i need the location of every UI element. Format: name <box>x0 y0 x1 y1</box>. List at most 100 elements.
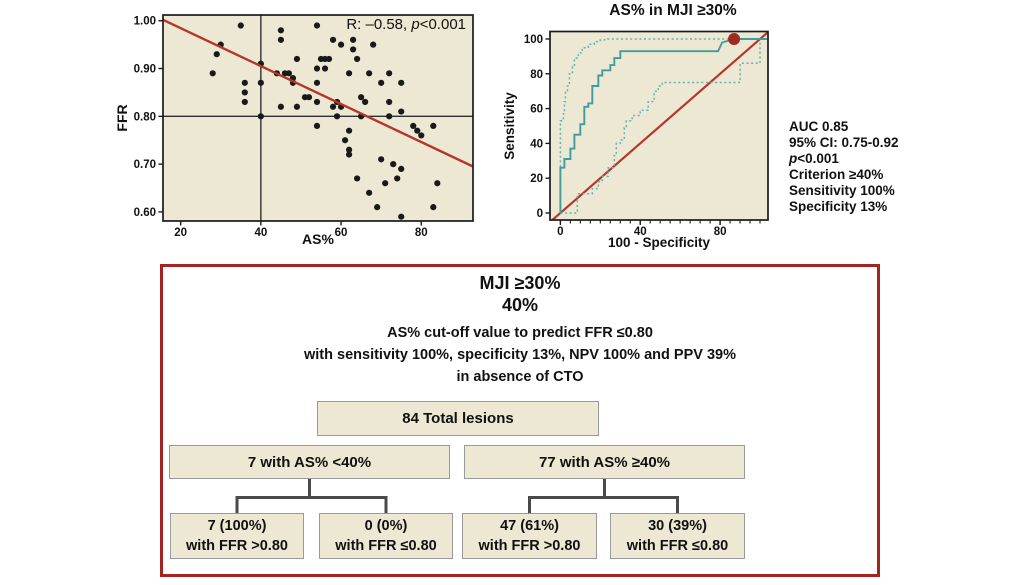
series-upper-95-ci <box>559 38 767 213</box>
series-chance-line <box>551 31 769 221</box>
data-point <box>285 70 293 77</box>
plot-frame <box>549 30 769 221</box>
y-tick-label: 0 <box>537 208 543 220</box>
y-tick-label: 80 <box>530 69 543 81</box>
data-point <box>345 70 353 77</box>
y-tick-label: 20 <box>530 173 543 185</box>
data-point <box>313 122 321 129</box>
data-point <box>410 122 417 129</box>
x-tick-label: 80 <box>415 227 428 239</box>
data-point <box>209 70 216 77</box>
roc-title: AS% in MJI ≥30% <box>609 2 737 19</box>
data-point <box>341 137 349 144</box>
data-point <box>430 204 437 211</box>
data-point <box>414 127 421 134</box>
data-point <box>386 70 393 77</box>
roc-annot-auc: AUC 0.85 <box>789 119 849 134</box>
y-tick-label: 0.90 <box>134 64 156 76</box>
scatter-y-axis-label: FFR <box>114 104 130 131</box>
data-point <box>354 55 361 63</box>
data-point <box>313 98 321 106</box>
scatter-x-axis-label: AS% <box>302 231 334 247</box>
data-point <box>257 79 264 86</box>
x-tick-label: 40 <box>634 226 647 238</box>
data-point <box>418 132 425 139</box>
data-point <box>398 213 405 220</box>
flow-connector-right <box>528 479 679 514</box>
data-point <box>321 65 329 72</box>
annotation-prefix: R: –0.58, <box>346 16 411 33</box>
y-tick-label: 0.60 <box>134 207 156 219</box>
data-point <box>345 146 353 153</box>
data-point <box>430 122 437 129</box>
series-lower-95-ci <box>560 39 761 214</box>
data-point <box>293 103 301 110</box>
x-tick-label: 80 <box>714 226 727 238</box>
x-tick-label: 0 <box>557 226 563 238</box>
scatter-plot-area <box>163 15 473 221</box>
data-point <box>370 41 377 48</box>
data-point <box>378 156 385 163</box>
data-point <box>257 113 264 120</box>
roc-annot-p-rest: <0.001 <box>797 151 839 166</box>
data-point <box>398 108 405 115</box>
data-point <box>241 89 248 96</box>
data-point <box>366 70 373 77</box>
data-point <box>394 175 401 182</box>
ffr-scatter-plot: 20 40 60 80 0.60 0.70 0.80 0.90 1.00 <box>134 14 474 239</box>
annotation-p: p <box>410 16 419 33</box>
series-roc-curve <box>559 38 767 213</box>
x-tick-label: 40 <box>254 227 267 239</box>
data-point <box>329 36 337 43</box>
y-tick-label: 1.00 <box>134 16 156 28</box>
data-point <box>345 127 353 134</box>
data-point <box>313 79 321 86</box>
annotation-pvalue: <0.001 <box>420 16 466 33</box>
y-tick-label: 100 <box>524 34 543 46</box>
data-point <box>277 27 285 34</box>
data-point <box>398 165 405 173</box>
data-point <box>349 36 357 43</box>
data-point <box>390 161 397 168</box>
data-point <box>434 180 441 187</box>
data-point <box>366 189 373 196</box>
data-point <box>305 94 313 101</box>
data-point <box>358 94 365 101</box>
data-point <box>337 41 345 48</box>
data-point <box>378 79 385 86</box>
data-point <box>362 98 369 106</box>
data-point <box>333 113 341 120</box>
data-point <box>398 79 405 86</box>
data-point <box>382 180 389 187</box>
data-point <box>386 98 393 106</box>
scatter-correlation-annotation: R: –0.58, p<0.001 <box>346 16 466 33</box>
data-point <box>277 103 285 110</box>
roc-annot-pvalue: p<0.001 <box>788 151 839 166</box>
y-tick-label: 40 <box>530 138 543 150</box>
regression-line <box>162 18 474 168</box>
data-point <box>325 55 333 63</box>
flow-connector-left <box>235 479 388 514</box>
data-point <box>374 204 381 211</box>
data-point <box>386 113 393 120</box>
data-point <box>313 22 321 29</box>
roc-annot-p: p <box>788 151 797 166</box>
data-point <box>313 65 321 72</box>
roc-plot: 0 40 80 0 20 40 60 80 100 <box>524 30 769 238</box>
data-point <box>237 22 244 29</box>
x-tick-label: 60 <box>335 227 348 239</box>
data-point <box>345 151 353 158</box>
y-tick-label: 0.80 <box>134 111 156 123</box>
roc-y-axis-label: Sensitivity <box>502 92 517 160</box>
x-tick-label: 20 <box>174 227 187 239</box>
data-point <box>354 175 361 182</box>
roc-annot-sensitivity: Sensitivity 100% <box>789 183 895 198</box>
data-point <box>349 46 357 53</box>
operating-point-marker <box>728 32 741 45</box>
data-point <box>241 98 248 106</box>
data-point <box>213 51 220 58</box>
plot-frame <box>162 14 474 222</box>
roc-x-axis-label: 100 - Specificity <box>608 235 711 250</box>
